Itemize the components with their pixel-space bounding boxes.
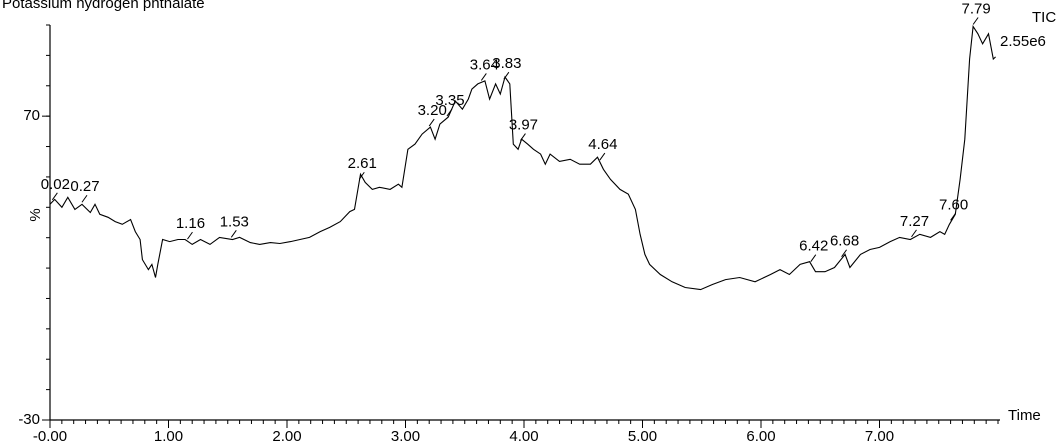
x-tick-label: 5.00	[628, 428, 657, 445]
x-tick-label: 1.00	[154, 428, 183, 445]
peak-marker	[51, 192, 58, 201]
peak-label: 3.83	[492, 55, 521, 72]
peak-marker	[446, 108, 453, 117]
peak-marker	[428, 118, 435, 127]
x-tick-label: 7.00	[865, 428, 894, 445]
peak-marker	[972, 17, 979, 25]
peak-label: 0.27	[70, 178, 99, 195]
peak-marker	[520, 133, 526, 141]
y-axis-label: %	[27, 208, 44, 221]
peak-label: 7.79	[962, 0, 991, 17]
peak-marker	[599, 152, 606, 161]
y-tick-label: -30	[18, 411, 40, 428]
x-tick-label: -0.00	[33, 428, 67, 445]
peak-label: 1.53	[220, 213, 249, 230]
peak-marker	[81, 194, 88, 203]
peak-marker	[187, 231, 193, 240]
peak-marker	[810, 254, 817, 262]
peak-label: 1.16	[176, 215, 205, 232]
x-tick-label: 3.00	[391, 428, 420, 445]
peak-label: 3.35	[435, 92, 464, 109]
peak-label: 7.27	[900, 213, 929, 230]
x-tick-label: 4.00	[509, 428, 538, 445]
chart-title: Potassium hydrogen phthalate	[2, 0, 205, 12]
x-tick-label: 6.00	[746, 428, 775, 445]
intensity: 2.55e6	[1000, 33, 1046, 50]
peak-label: 4.64	[588, 136, 617, 153]
peak-label: 6.68	[830, 233, 859, 250]
peak-marker	[230, 230, 237, 238]
peak-marker	[358, 171, 365, 180]
peak-marker	[480, 73, 487, 81]
peak-marker	[503, 71, 510, 80]
peak-label: 3.64	[470, 56, 499, 73]
peak-marker	[911, 229, 917, 238]
x-axis-label: Time	[1008, 407, 1041, 424]
peak-label: 7.60	[939, 196, 968, 213]
peak-marker	[841, 249, 847, 258]
peak-label: 0.02	[41, 176, 70, 193]
peak-label: 2.61	[348, 155, 377, 172]
trace	[49, 24, 996, 291]
x-tick-label: 2.00	[272, 428, 301, 445]
peak-label: 3.97	[509, 117, 538, 134]
peak-label: 3.20	[418, 102, 447, 119]
peak-marker	[950, 213, 957, 221]
peak-label: 6.42	[799, 238, 828, 255]
y-tick-label: 70	[23, 107, 40, 124]
trace-name: TIC	[1032, 9, 1056, 26]
